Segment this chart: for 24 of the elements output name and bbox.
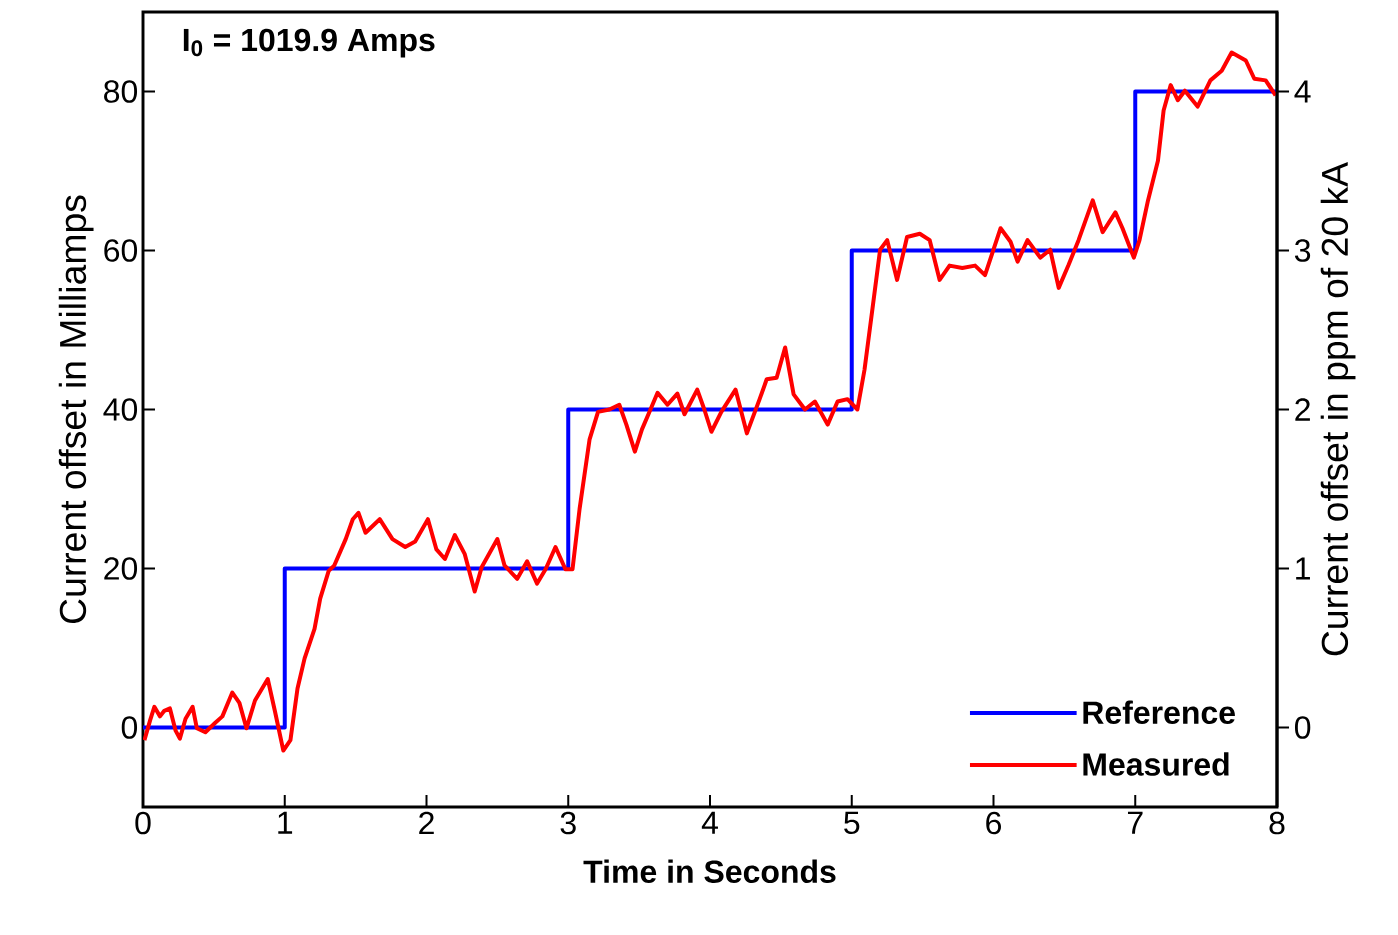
x-tick-label: 5 <box>844 811 860 835</box>
y-tick-label: 80 <box>104 80 138 103</box>
y-tick-label: 60 <box>104 239 138 262</box>
y2-tick-label: 1 <box>1296 557 1310 580</box>
x-tick-label: 6 <box>986 811 1001 835</box>
y-tick-label: 20 <box>104 557 138 580</box>
y2-axis-title: Current offset in ppm of 20 kA <box>1320 162 1356 656</box>
y2-tick-label: 3 <box>1294 239 1311 262</box>
x-tick-label: 1 <box>278 811 293 834</box>
x-tick-label: 7 <box>1127 811 1143 834</box>
y-tick-label: 0 <box>121 716 138 739</box>
legend-label: Measured <box>1083 752 1229 776</box>
y-axis-title: Current offset in Milliamps <box>58 195 94 624</box>
x-tick-label: 3 <box>560 811 576 835</box>
annotation: I$_{0}$ = 1019.9 Amps <box>183 28 435 58</box>
x-axis-title: Time in Seconds <box>583 859 836 884</box>
y-tick-label: 40 <box>103 398 138 421</box>
x-tick-label: 2 <box>419 811 434 835</box>
y2-tick-label: 0 <box>1294 716 1311 739</box>
y2-tick-label: 2 <box>1295 398 1310 421</box>
y2-tick-label: 4 <box>1294 80 1311 103</box>
x-tick-label: 4 <box>701 811 718 834</box>
x-tick-label: 8 <box>1269 811 1285 835</box>
legend-label: Reference <box>1083 700 1235 725</box>
